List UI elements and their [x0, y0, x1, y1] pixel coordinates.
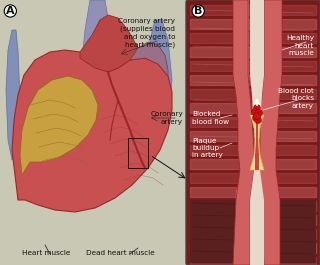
Text: B: B — [194, 6, 202, 16]
Text: Plaque
buildup
in artery: Plaque buildup in artery — [192, 138, 223, 158]
Circle shape — [255, 109, 262, 117]
Polygon shape — [6, 30, 20, 160]
Polygon shape — [20, 76, 98, 175]
Text: Dead heart muscle: Dead heart muscle — [86, 250, 155, 256]
Text: Healthy
heart
muscle: Healthy heart muscle — [286, 35, 314, 56]
Circle shape — [252, 108, 259, 116]
Polygon shape — [82, 0, 112, 85]
Polygon shape — [250, 115, 264, 170]
Polygon shape — [250, 0, 264, 115]
Circle shape — [254, 117, 261, 123]
Text: Blocked
blood flow: Blocked blood flow — [192, 111, 229, 125]
Polygon shape — [130, 42, 168, 76]
Bar — [190, 200, 316, 263]
Circle shape — [252, 114, 260, 121]
Text: A: A — [6, 6, 15, 16]
Polygon shape — [255, 115, 259, 170]
Polygon shape — [233, 0, 254, 265]
Polygon shape — [250, 170, 264, 265]
Polygon shape — [148, 20, 172, 130]
Circle shape — [253, 104, 260, 112]
Bar — [128, 138, 148, 168]
Text: Blood clot
blocks
artery: Blood clot blocks artery — [278, 88, 314, 109]
Polygon shape — [80, 15, 145, 72]
Bar — [0, 0, 188, 265]
Polygon shape — [12, 50, 172, 212]
Text: Heart muscle: Heart muscle — [22, 250, 70, 256]
Text: Coronary artery
(supplies blood
and oxygen to
heart muscle): Coronary artery (supplies blood and oxyg… — [118, 18, 175, 47]
FancyBboxPatch shape — [186, 0, 320, 265]
Circle shape — [253, 113, 260, 120]
Text: Coronary
artery: Coronary artery — [150, 111, 183, 125]
Polygon shape — [258, 0, 282, 265]
